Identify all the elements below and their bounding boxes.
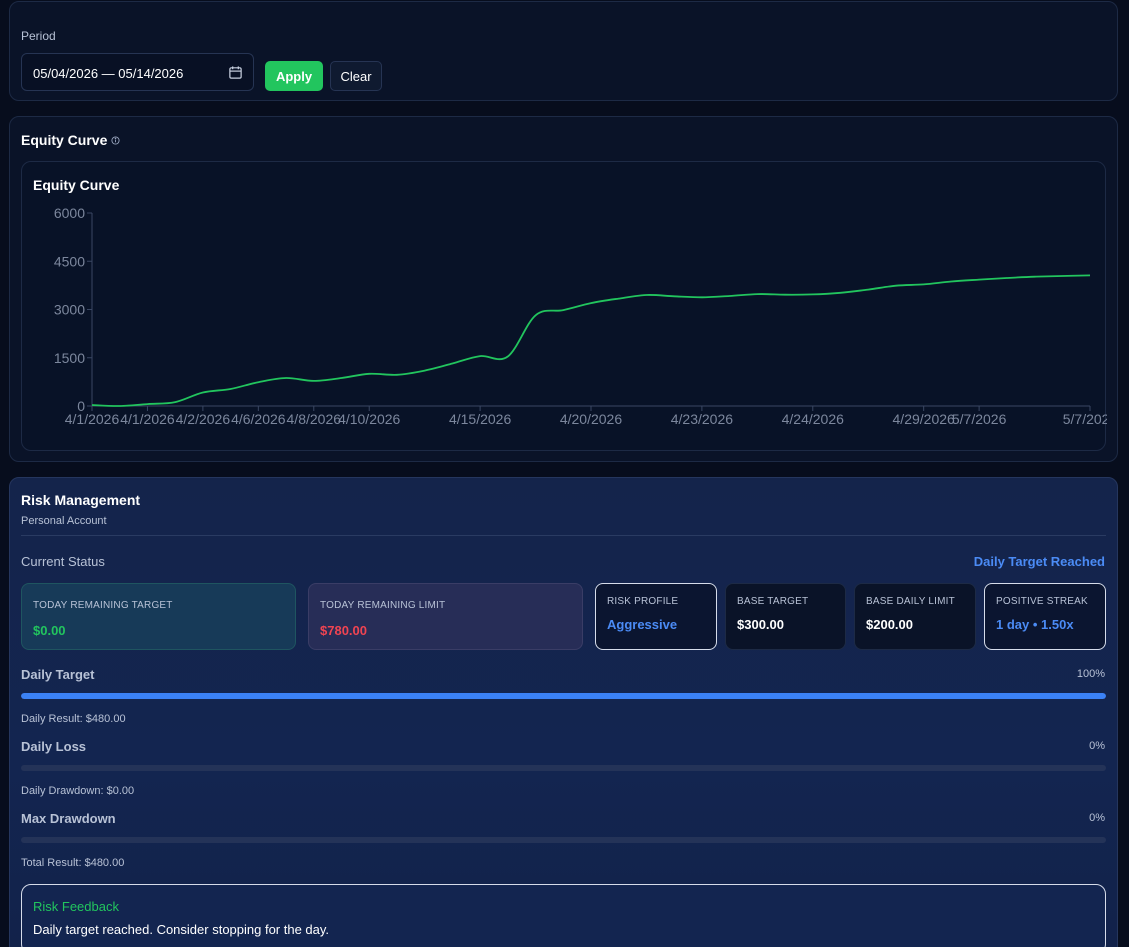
x-tick-label: 5/7/2026 [952,411,1007,427]
today-remaining-limit-box: TODAY REMAINING LIMIT $780.00 [308,583,583,650]
risk-management-card: Risk Management Personal Account Current… [9,477,1118,947]
streak-label: POSITIVE STREAK [996,596,1088,607]
daily-target-percent: 100% [1076,668,1105,680]
today-limit-value: $780.00 [320,623,367,638]
x-tick-label: 4/24/2026 [782,411,844,427]
daily-drawdown-note: Daily Drawdown: $0.00 [21,785,135,797]
equity-chart: Equity Curve 0 1500 3000 4500 6000 4/1/2026 4/… [21,161,1107,451]
streak-value: 1 day • 1.50x [996,617,1074,632]
daily-loss-label: Daily Loss [21,739,87,754]
info-icon[interactable] [111,136,120,145]
max-drawdown-percent: 0% [1089,812,1105,824]
equity-heading: Equity Curve [21,132,108,148]
risk-feedback-title: Risk Feedback [33,899,119,914]
current-status-label: Current Status [21,554,105,569]
calendar-icon[interactable] [228,65,243,80]
daily-target-progress [21,693,1106,699]
base-limit-label: BASE DAILY LIMIT [866,596,955,607]
risk-profile-value: Aggressive [607,617,678,632]
daily-result-note: Daily Result: $480.00 [21,713,126,725]
period-card: Period 05/04/2026 — 05/14/2026 Apply Cle… [9,1,1118,101]
x-tick-label: 5/7/2026 [1063,411,1107,427]
date-range-value: 05/04/2026 — 05/14/2026 [33,66,184,81]
divider [21,535,1106,536]
period-label: Period [21,29,56,43]
status-text: Daily Target Reached [973,554,1105,569]
y-tick-label: 1500 [54,350,85,366]
chart-title: Equity Curve [33,177,120,193]
daily-target-label: Daily Target [21,667,95,682]
max-drawdown-progress [21,837,1106,843]
daily-loss-progress [21,765,1106,771]
x-tick-label: 4/1/2026 [65,411,120,427]
base-limit-value: $200.00 [866,617,913,632]
y-tick-label: 6000 [54,205,85,221]
total-result-note: Total Result: $480.00 [21,857,125,869]
daily-loss-percent: 0% [1089,740,1105,752]
today-target-label: TODAY REMAINING TARGET [33,600,173,611]
x-tick-label: 4/10/2026 [338,411,400,427]
today-remaining-target-box: TODAY REMAINING TARGET $0.00 [21,583,296,650]
y-tick-label: 3000 [54,302,85,318]
base-target-box: BASE TARGET $300.00 [725,583,846,650]
x-tick-label: 4/6/2026 [231,411,286,427]
y-tick-label: 4500 [54,253,85,269]
x-tick-label: 4/15/2026 [449,411,511,427]
equity-card: Equity Curve Equity Curve 0 1500 3000 4500 6… [9,116,1118,462]
today-target-value: $0.00 [33,623,66,638]
x-tick-label: 4/2/2026 [176,411,231,427]
x-tick-label: 4/29/2026 [893,411,955,427]
base-daily-limit-box: BASE DAILY LIMIT $200.00 [854,583,976,650]
apply-button[interactable]: Apply [265,61,323,91]
base-target-label: BASE TARGET [737,596,809,607]
risk-title: Risk Management [21,492,141,508]
x-tick-label: 4/20/2026 [560,411,622,427]
today-limit-label: TODAY REMAINING LIMIT [320,600,446,611]
x-tick-label: 4/1/2026 [120,411,175,427]
risk-feedback-text: Daily target reached. Consider stopping … [33,922,330,937]
y-tick-label: 0 [77,398,85,414]
risk-profile-box[interactable]: RISK PROFILE Aggressive [595,583,717,650]
clear-button[interactable]: Clear [330,61,382,91]
positive-streak-box[interactable]: POSITIVE STREAK 1 day • 1.50x [984,583,1106,650]
risk-subtitle: Personal Account [21,515,107,527]
x-tick-label: 4/23/2026 [671,411,733,427]
daily-target-progress-fill [21,693,1106,699]
date-range-input[interactable]: 05/04/2026 — 05/14/2026 [21,53,254,91]
base-target-value: $300.00 [737,617,784,632]
equity-series-line [91,274,1091,407]
risk-profile-label: RISK PROFILE [607,596,679,607]
max-drawdown-label: Max Drawdown [21,811,116,826]
x-tick-label: 4/8/2026 [287,411,342,427]
risk-feedback-box: Risk Feedback Daily target reached. Cons… [21,884,1106,947]
